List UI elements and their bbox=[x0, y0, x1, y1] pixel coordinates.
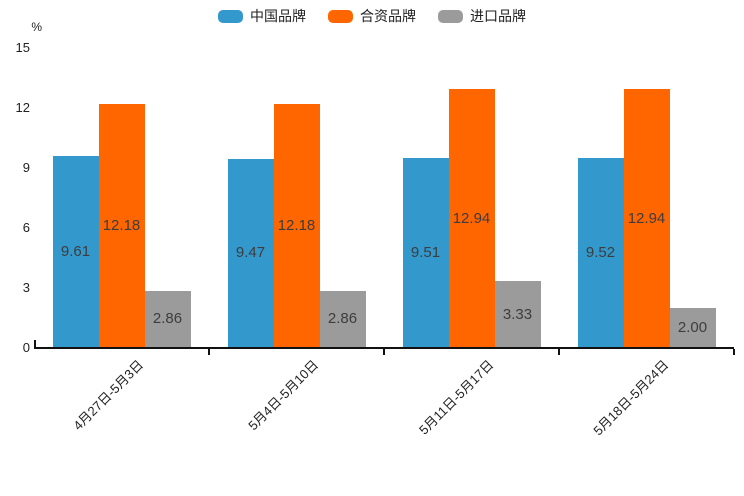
bar-series-3-group-3: 3.33 bbox=[494, 281, 541, 348]
bar-value-label: 9.51 bbox=[410, 243, 441, 261]
bar-series-1-group-4: 9.52 bbox=[577, 157, 624, 348]
x-axis-start-tick bbox=[34, 340, 36, 347]
y-tick-label: 3 bbox=[22, 280, 30, 295]
bar-series-1-group-3: 9.51 bbox=[402, 157, 449, 348]
bar-value-label: 9.47 bbox=[235, 244, 266, 262]
legend: 中国品牌 合资品牌 进口品牌 bbox=[0, 6, 744, 26]
x-axis-tick bbox=[733, 349, 735, 355]
plot-area: 9.61 12.18 2.86 9.47 12.18 2.86 9.51 12.94 3.33 9… bbox=[34, 48, 734, 348]
legend-label: 合资品牌 bbox=[360, 8, 416, 24]
legend-marker-icon bbox=[438, 9, 463, 23]
legend-marker-icon bbox=[218, 9, 243, 23]
bar-series-3-group-2: 2.86 bbox=[319, 290, 366, 348]
bar-value-label: 3.33 bbox=[502, 305, 533, 323]
bar-value-label: 12.18 bbox=[277, 217, 316, 235]
bar-value-label: 9.52 bbox=[585, 243, 616, 261]
bar-value-label: 12.94 bbox=[452, 209, 491, 227]
bar-series-1-group-1: 9.61 bbox=[52, 155, 99, 348]
x-category-label: 5月18日-5月24日 bbox=[590, 357, 672, 439]
bar-value-label: 2.86 bbox=[327, 310, 358, 328]
bar-value-label: 2.00 bbox=[677, 319, 708, 336]
bar-series-2-group-1: 12.18 bbox=[98, 104, 145, 348]
bar-value-label: 12.18 bbox=[102, 217, 141, 235]
bar-series-2-group-3: 12.94 bbox=[448, 89, 495, 348]
y-tick-label: 12 bbox=[15, 100, 30, 115]
bar-series-1-group-2: 9.47 bbox=[227, 158, 274, 348]
y-tick-label: 15 bbox=[15, 40, 30, 55]
y-tick-label: 0 bbox=[22, 340, 30, 355]
legend-item-3[interactable]: 进口品牌 bbox=[438, 6, 526, 26]
legend-marker-icon bbox=[328, 9, 353, 23]
bar-value-label: 9.61 bbox=[60, 242, 91, 260]
bar-series-2-group-4: 12.94 bbox=[623, 89, 670, 348]
x-category-label: 4月27日-5月3日 bbox=[70, 357, 147, 434]
x-axis-tick bbox=[208, 349, 210, 355]
y-axis-unit-label: % bbox=[31, 20, 42, 34]
y-tick-label: 6 bbox=[22, 220, 30, 235]
x-axis-tick bbox=[383, 349, 385, 355]
bar-series-3-group-4: 2.00 bbox=[669, 308, 716, 348]
x-axis-line bbox=[34, 347, 734, 349]
y-tick-label: 9 bbox=[22, 160, 30, 175]
legend-item-2[interactable]: 合资品牌 bbox=[328, 6, 416, 26]
legend-item-1[interactable]: 中国品牌 bbox=[218, 6, 306, 26]
legend-label: 进口品牌 bbox=[470, 8, 526, 24]
bar-value-label: 12.94 bbox=[627, 209, 666, 227]
legend-label: 中国品牌 bbox=[250, 8, 306, 24]
x-category-label: 5月11日-5月17日 bbox=[415, 357, 497, 438]
bar-series-3-group-1: 2.86 bbox=[144, 290, 191, 348]
x-category-label: 5月4日-5月10日 bbox=[245, 357, 322, 434]
bar-value-label: 2.86 bbox=[152, 310, 183, 328]
bar-series-2-group-2: 12.18 bbox=[273, 104, 320, 348]
x-axis-tick bbox=[558, 349, 560, 355]
